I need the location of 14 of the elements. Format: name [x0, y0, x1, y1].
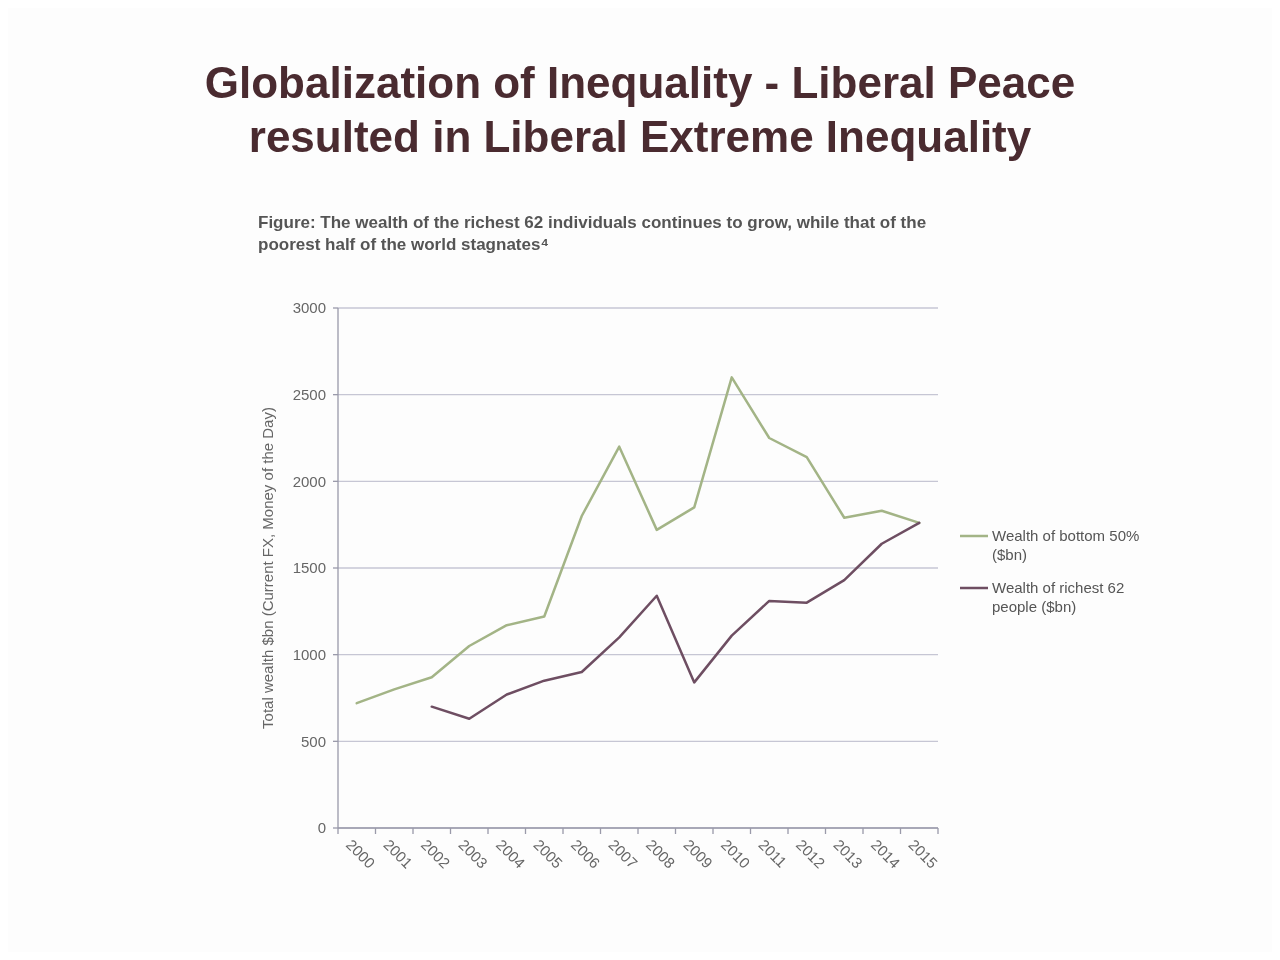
y-tick-label: 2500: [292, 385, 326, 403]
y-tick-label: 500: [300, 732, 326, 750]
y-tick-label: 2000: [292, 472, 326, 490]
chart-title: Globalization of Inequality - Liberal Peace resulted in Liberal Extreme Inequality: [204, 58, 1076, 161]
y-tick-label: 1000: [292, 645, 326, 663]
y-tick-label: 0: [317, 819, 326, 837]
y-tick-label: 3000: [292, 299, 326, 317]
legend-label: Wealth of richest 62 people ($bn): [992, 579, 1125, 616]
y-tick-label: 1500: [292, 559, 326, 577]
chart-subtitle: Figure: The wealth of the richest 62 individuals continues to grow, while that of the poorest half of the world stagnates⁴: [258, 213, 927, 254]
y-axis-title: Total wealth $bn (Current FX, Money of the Day): [259, 407, 276, 729]
line-series: [430, 521, 921, 721]
line-series: [355, 376, 921, 705]
legend-label: Wealth of bottom 50% ($bn): [992, 527, 1140, 564]
